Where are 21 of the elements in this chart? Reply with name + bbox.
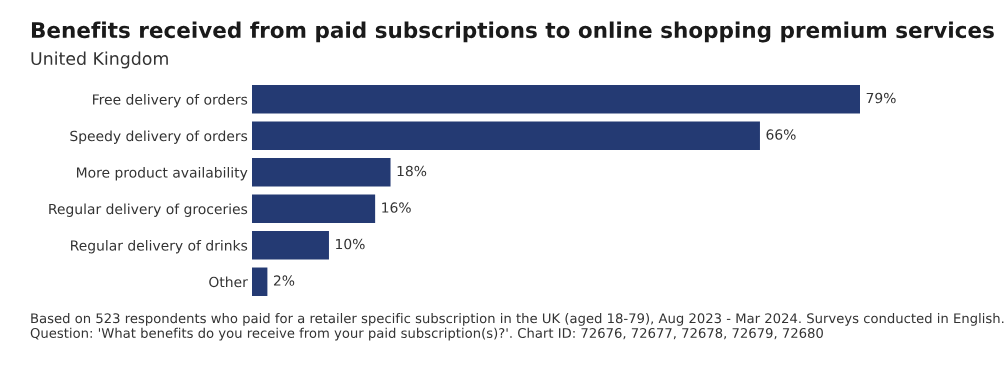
bar	[252, 267, 268, 296]
y-tick-label: Regular delivery of groceries	[49, 203, 248, 217]
data-label: 10%	[336, 238, 365, 250]
data-label: 2%	[273, 275, 295, 286]
y-tick-label: Free delivery of orders	[93, 93, 248, 108]
bar	[252, 121, 760, 150]
y-tick-label: More product availability	[77, 166, 248, 181]
data-label: 18%	[397, 165, 427, 177]
bar	[252, 158, 391, 187]
data-label: 66%	[766, 129, 796, 140]
y-tick-label: Regular delivery of drinks	[71, 239, 248, 254]
data-label: 79%	[866, 92, 896, 104]
data-label: 16%	[382, 202, 411, 213]
text: United Kingdom	[31, 51, 168, 69]
bar	[252, 231, 329, 260]
bar	[252, 85, 860, 114]
chart-title: Benefits received from paid subscriptions to online shopping premium services	[31, 21, 994, 43]
bar	[252, 194, 376, 223]
y-tick-label: Other	[209, 276, 248, 288]
y-tick-label: Speedy delivery of orders	[70, 130, 248, 144]
text: Based on 523 respondents who paid for a retailer specific subscription in the UK (aged 18-79), Aug 2023 - Mar 2024. Surveys conducted in English. Question: 'What benefits do you receive from your paid subscription(s)?'. Chart ID: 72676, 72677, 72678, 72679, 72680	[30, 313, 1004, 341]
